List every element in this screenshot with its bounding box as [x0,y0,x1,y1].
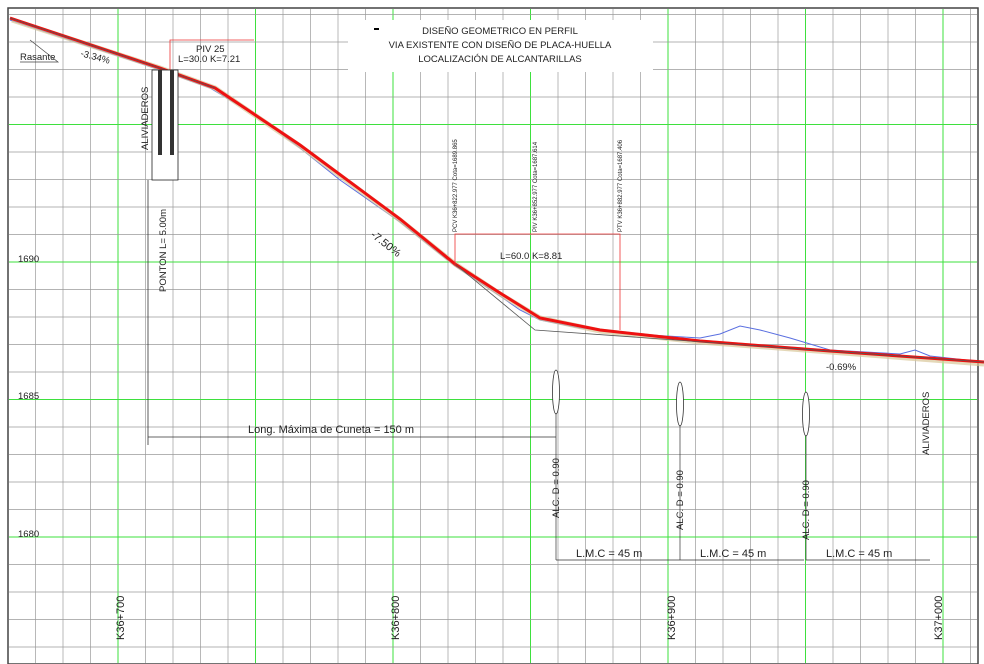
station-label: K37+000 [933,596,945,640]
annotation: L=30.0 K=7.21 [178,54,240,65]
station-label: K36+700 [115,596,127,640]
annotation: L=60.0 K=8.81 [500,251,562,262]
annotation: ALC. D = 0.90 [801,480,812,540]
culvert [676,381,684,427]
ponton-structure [151,69,179,181]
elevation-label: 1680 [18,529,39,540]
culvert [802,391,810,437]
frame [7,7,979,664]
rasante-leader [20,39,60,63]
station-label: K36+800 [390,596,402,640]
ponton-pile [170,70,174,155]
annotation: L.M.C = 45 m [826,548,892,560]
annotation: Rasante [20,52,55,63]
annotation: L.M.C = 45 m [700,548,766,560]
piv-leader [169,39,254,70]
annotation: Long. Máxima de Cuneta = 150 m [248,424,414,436]
title-marker [374,28,379,30]
annotation: ALC. D = 0.90 [551,458,562,518]
curve-box [454,233,621,330]
title-box [348,20,653,72]
elevation-label: 1685 [18,391,39,402]
tangent-line [9,17,984,363]
annotation: PONTON L= 5.00m [158,209,169,292]
annotation: -0.69% [826,362,857,373]
station-label: K36+900 [666,596,678,640]
title: DISEÑO GEOMETRICO EN PERFIL [422,26,578,37]
culvert [552,369,560,415]
annotation: PCV K36+822.977 Cota=1689.865 [453,139,459,232]
title: LOCALIZACIÓN DE ALCANTARILLAS [418,54,582,65]
annotation: ALIVIADEROS [140,87,151,150]
culverts: ALC. D = 0.90 L.M.C = 45 m ALC. D = 0.90 L.… [551,369,930,561]
annotation: PTV K36+882.977 Cota=1687.406 [618,139,624,232]
annotation: L.M.C = 45 m [576,548,642,560]
annotation: PIV 25 [196,44,225,55]
elevation-label: 1690 [18,254,39,265]
annotation: -7.50% [368,229,403,260]
annotation: ALIVIADEROS [921,392,932,455]
annotation: PIV K36+852.977 Cota=1687.614 [533,141,539,232]
title: VIA EXISTENTE CON DISEÑO DE PLACA-HUELLA [389,40,612,51]
ponton-pile [158,70,162,155]
annotation: ALC. D = 0.90 [675,470,686,530]
